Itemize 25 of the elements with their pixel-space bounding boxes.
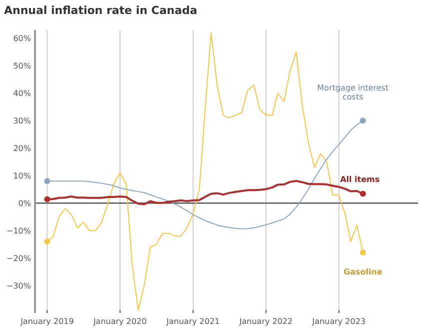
point [360, 250, 366, 256]
point [44, 238, 50, 245]
y-tick-label: −10% [6, 226, 32, 236]
point [44, 196, 50, 202]
series-label: All items [340, 174, 380, 184]
y-tick-label: 0% [18, 199, 32, 208]
y-tick-label: 20% [13, 144, 32, 154]
point [360, 190, 366, 197]
y-tick-label: 10% [13, 172, 32, 181]
y-tick-label: −20% [6, 254, 32, 264]
point [44, 178, 50, 184]
y-tick-label: 50% [13, 62, 32, 71]
x-tick-label: January 2021 [166, 317, 220, 326]
x-tick-label: January 2022 [238, 317, 293, 326]
y-tick-label: 40% [13, 89, 32, 98]
x-tick-label: January 2023 [311, 317, 366, 326]
x-tick-label: January 2020 [92, 317, 147, 326]
y-tick-label: 30% [13, 116, 32, 126]
chart-title: Annual inflation rate in Canada [4, 4, 198, 17]
point [360, 118, 366, 124]
y-tick-label: 60% [13, 34, 32, 44]
y-tick-label: −30% [6, 282, 32, 291]
text: Gasoline [343, 268, 383, 277]
text: Mortgage interest costs [317, 84, 389, 102]
x-tick-label: January 2019 [20, 317, 74, 326]
